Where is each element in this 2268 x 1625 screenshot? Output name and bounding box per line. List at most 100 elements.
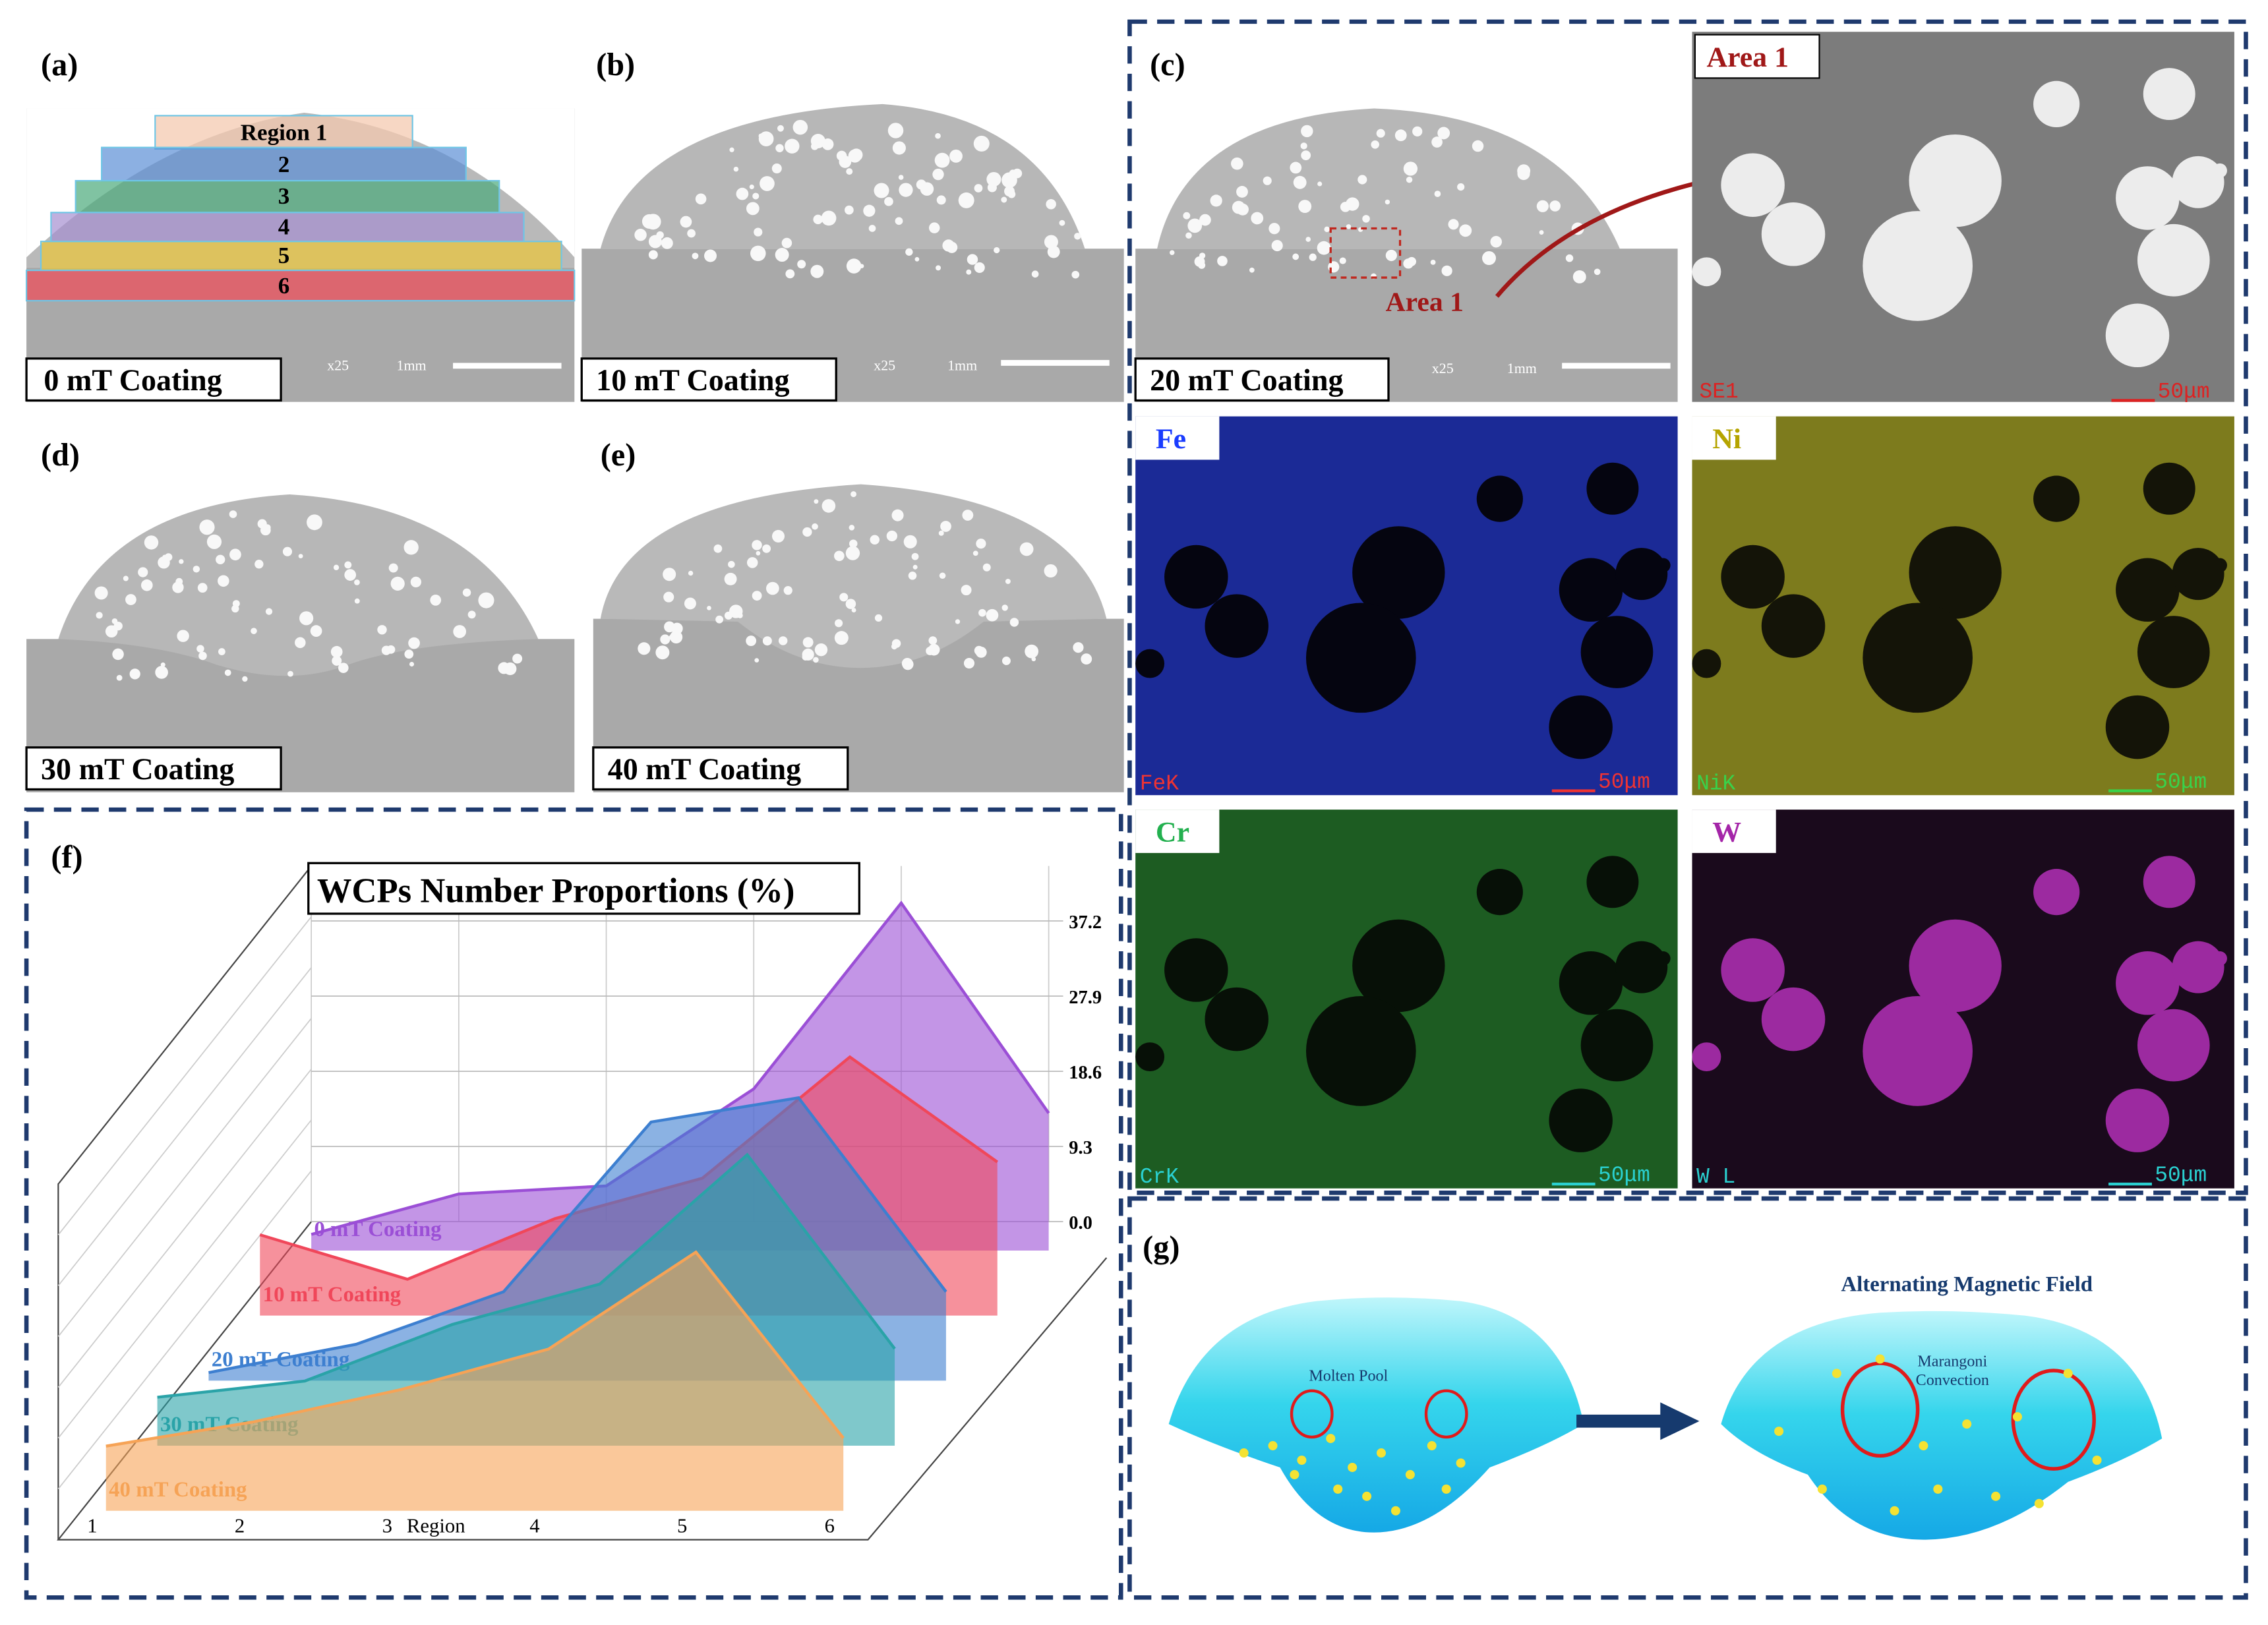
particle — [851, 608, 856, 613]
particle — [783, 586, 792, 595]
particle — [1863, 996, 1973, 1106]
particle — [737, 612, 743, 618]
scale-text: 50μm — [2155, 770, 2207, 794]
particle — [1239, 1448, 1249, 1458]
particle — [1376, 1448, 1387, 1458]
particle — [663, 591, 674, 603]
particle — [771, 529, 785, 543]
signal-label: W L — [1696, 1165, 1735, 1189]
particle — [1362, 1491, 1372, 1501]
particle — [834, 550, 845, 562]
region-label: 3 — [278, 183, 290, 209]
particle — [1721, 938, 1785, 1002]
particle — [760, 176, 775, 191]
particle — [1615, 548, 1668, 601]
particle — [1615, 941, 1668, 993]
inset-title: Area 1 — [1706, 42, 1789, 73]
particle — [1909, 526, 2002, 619]
particle — [949, 149, 963, 163]
scale-bar — [2108, 1182, 2152, 1186]
frame-f — [24, 807, 1123, 1600]
particle — [899, 183, 913, 197]
particle — [338, 663, 349, 673]
particle — [144, 535, 159, 550]
particle — [785, 138, 800, 154]
particle — [884, 196, 893, 206]
particle — [664, 621, 675, 633]
particle — [749, 184, 754, 190]
particle — [777, 125, 784, 132]
particle — [713, 544, 723, 553]
particle — [1183, 212, 1191, 220]
particle — [1761, 987, 1826, 1051]
particle — [1236, 186, 1248, 198]
particle — [1324, 226, 1330, 233]
particle — [1586, 856, 1639, 908]
particle — [330, 645, 343, 658]
particle — [1405, 1469, 1415, 1479]
particle — [845, 205, 854, 215]
particle — [193, 566, 200, 573]
particle — [1164, 545, 1228, 609]
panel-label: (c) — [1150, 47, 1185, 82]
particle — [1297, 1455, 1307, 1465]
region-label: 4 — [278, 214, 290, 239]
particle — [1490, 235, 1503, 248]
particle — [2033, 475, 2080, 522]
particle — [210, 537, 216, 543]
convection-text: Marangoni Convection — [1915, 1353, 1989, 1390]
particle — [344, 569, 357, 581]
particle — [410, 576, 421, 587]
particle — [1185, 232, 1192, 239]
particle — [1031, 270, 1039, 278]
particle — [797, 260, 806, 269]
particle — [1135, 649, 1165, 678]
particle — [648, 250, 658, 260]
particle — [1549, 695, 1613, 759]
particle — [2137, 616, 2210, 688]
particle — [1441, 265, 1452, 276]
particle — [680, 216, 692, 228]
particle — [926, 646, 935, 655]
particle — [839, 593, 849, 602]
label-box — [1135, 416, 1220, 460]
particle — [1565, 254, 1574, 262]
particle — [1001, 656, 1011, 665]
particle — [333, 564, 340, 570]
particle — [1403, 258, 1414, 269]
particle — [1044, 235, 1058, 249]
particle — [1317, 181, 1323, 187]
particle — [2092, 1455, 2102, 1465]
particle — [1290, 162, 1302, 174]
panel-label: (b) — [596, 47, 635, 82]
scale-text: 50μm — [2158, 380, 2210, 404]
x-tick-label: 6 — [825, 1515, 835, 1537]
particle — [846, 168, 853, 175]
particle — [821, 210, 837, 226]
particle — [688, 570, 694, 576]
particle — [670, 630, 683, 644]
particle — [307, 514, 322, 531]
scale-text: 50μm — [2155, 1164, 2207, 1188]
particle — [1317, 241, 1331, 255]
particle — [955, 619, 961, 624]
x-tick-label: 2 — [235, 1515, 245, 1537]
particle — [982, 563, 991, 572]
particle — [766, 581, 779, 595]
signal-label: CrK — [1140, 1165, 1179, 1189]
particle — [1074, 233, 1081, 240]
particle — [1427, 1441, 1437, 1451]
particle — [1019, 542, 1034, 556]
particle — [938, 530, 944, 536]
particle — [1774, 1427, 1784, 1436]
particle — [1434, 191, 1441, 197]
particle — [645, 214, 661, 230]
particle — [1394, 129, 1407, 142]
particle — [778, 636, 788, 645]
particle — [1210, 194, 1222, 207]
particle — [1863, 603, 1973, 713]
particle — [1031, 657, 1036, 662]
series-line — [208, 1096, 947, 1374]
particle — [242, 676, 248, 682]
